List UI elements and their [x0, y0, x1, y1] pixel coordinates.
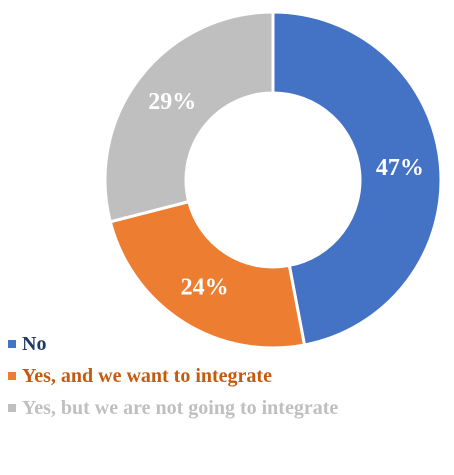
legend-label-no: No	[22, 332, 47, 355]
legend-item-yes-not-integrate: Yes, but we are not going to integrate	[8, 392, 454, 424]
legend-swatch-yes-integrate	[8, 372, 16, 380]
data-label-yes-not-integrate: 29%	[148, 89, 196, 115]
slice-yes-not-integrate	[103, 10, 275, 224]
legend-label-yes-integrate: Yes, and we want to integrate	[22, 364, 272, 387]
legend-item-yes-integrate: Yes, and we want to integrate	[8, 360, 454, 392]
slice-no	[271, 10, 443, 347]
legend-swatch-no	[8, 340, 16, 348]
legend-swatch-yes-not-integrate	[8, 404, 16, 412]
data-label-yes-integrate: 24%	[181, 275, 229, 301]
legend-item-no: No	[8, 328, 454, 360]
legend: No Yes, and we want to integrate Yes, bu…	[8, 328, 454, 424]
slice-yes-integrate	[108, 199, 307, 350]
legend-label-yes-not-integrate: Yes, but we are not going to integrate	[22, 396, 339, 419]
data-label-no: 47%	[376, 155, 424, 181]
